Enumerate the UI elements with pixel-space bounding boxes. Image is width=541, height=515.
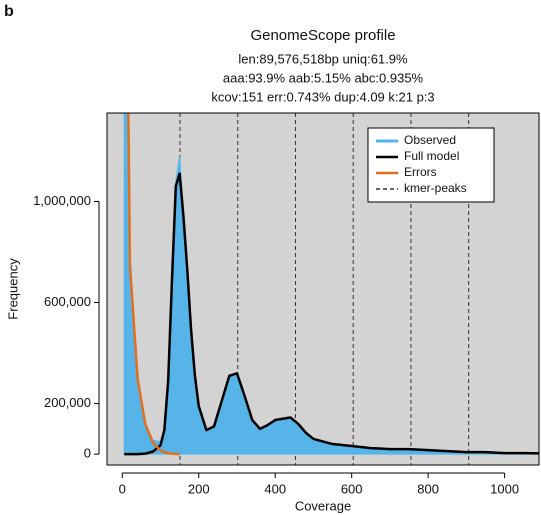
subtitle: kcov:151 err:0.743% dup:4.09 k:21 p:3 — [211, 89, 434, 104]
plot-layer — [123, 113, 539, 465]
x-tick-label: 400 — [264, 481, 286, 496]
y-tick-label: 200,000 — [44, 395, 91, 410]
x-tick-label: 800 — [417, 481, 439, 496]
legend-label: Observed — [404, 133, 456, 147]
chart-title: GenomeScope profile — [250, 27, 395, 44]
y-tick-label: 0 — [84, 446, 91, 461]
x-tick-label: 0 — [119, 481, 126, 496]
y-tick-label: 1,000,000 — [33, 193, 91, 208]
x-axis-label: Coverage — [295, 498, 351, 513]
legend-label: Errors — [404, 165, 437, 179]
series-line — [127, 113, 180, 456]
legend-label: Full model — [404, 149, 459, 163]
plot-frame — [106, 112, 540, 466]
series-line — [124, 172, 539, 456]
y-tick-label: 600,000 — [44, 294, 91, 309]
subtitle: len:89,576,518bp uniq:61.9% — [238, 51, 408, 66]
y-axis-label: Frequency — [5, 258, 20, 320]
subtitle: aaa:93.9% aab:5.15% abc:0.935% — [223, 70, 424, 85]
x-tick-label: 600 — [341, 481, 363, 496]
panel-label: b — [4, 3, 14, 20]
legend-label: kmer-peaks — [404, 181, 467, 195]
x-tick-label: 200 — [188, 481, 210, 496]
x-tick-label: 1000 — [490, 481, 519, 496]
